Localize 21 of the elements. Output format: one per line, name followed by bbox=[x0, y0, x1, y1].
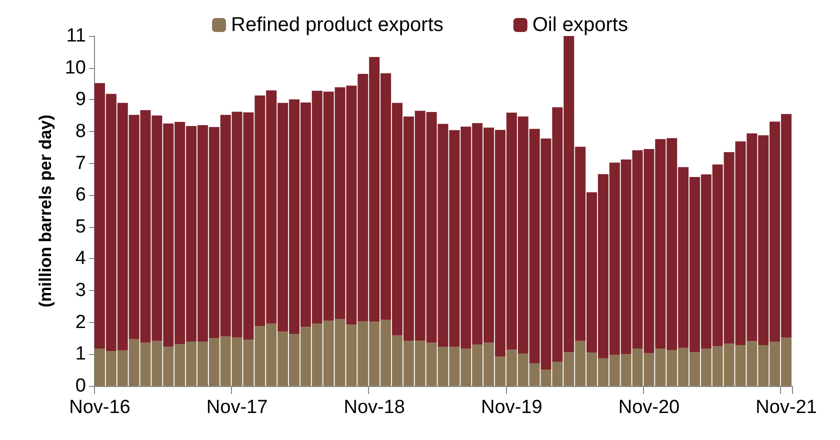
y-tick-label: 4 bbox=[75, 248, 86, 270]
y-axis-title: (million barrels per day) bbox=[36, 114, 55, 308]
y-tick-label: 6 bbox=[75, 184, 86, 206]
y-tick-label: 7 bbox=[75, 152, 86, 174]
y-tick-label: 5 bbox=[75, 216, 86, 238]
y-tick-label: 8 bbox=[75, 120, 86, 142]
x-tick-label: Nov-19 bbox=[481, 397, 542, 418]
y-tick-label: 3 bbox=[75, 280, 86, 302]
y-tick-label: 10 bbox=[64, 57, 86, 78]
x-tick-label: Nov-20 bbox=[618, 397, 680, 418]
x-tick-label: Nov-18 bbox=[344, 397, 405, 418]
y-tick-label: 1 bbox=[75, 344, 86, 365]
y-tick-label: 11 bbox=[66, 26, 86, 46]
x-tick-label: Nov-17 bbox=[206, 397, 268, 418]
y-tick-label: 9 bbox=[75, 89, 86, 110]
x-tick-label: Nov-16 bbox=[69, 397, 130, 418]
y-tick-label: 2 bbox=[75, 312, 86, 333]
x-tick-label: Nov-21 bbox=[756, 397, 817, 418]
y-tick-label: 0 bbox=[75, 376, 86, 396]
legend-label: Oil exports bbox=[532, 14, 628, 36]
legend-label: Refined product exports bbox=[231, 14, 444, 36]
